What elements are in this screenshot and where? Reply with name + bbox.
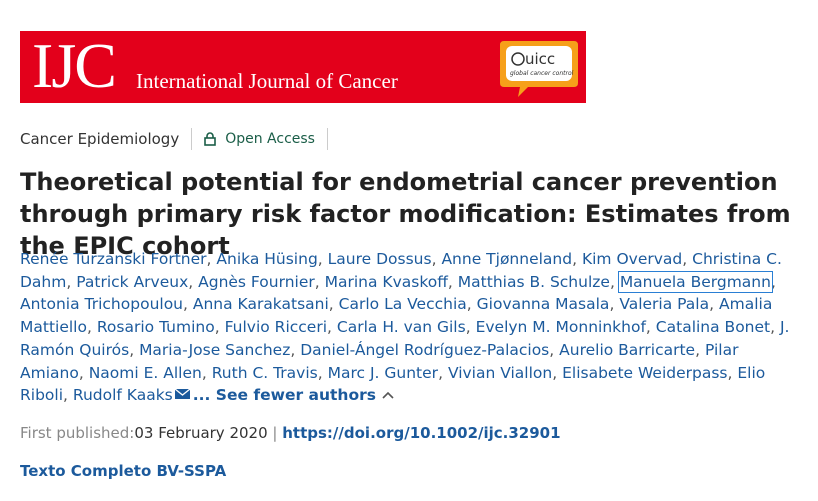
divider bbox=[326, 128, 328, 150]
divider: | bbox=[272, 424, 278, 442]
author-link[interactable]: J. Ramón Quirós bbox=[20, 318, 790, 359]
partner-tagline: global cancer control bbox=[510, 70, 574, 77]
author-link[interactable]: Renée Turzanski Fortner bbox=[20, 250, 207, 268]
author-link[interactable]: Amalia Mattiello bbox=[20, 295, 773, 337]
separator: , bbox=[188, 272, 194, 291]
author-link[interactable]: Marina Kvaskoff bbox=[324, 272, 448, 291]
author-link[interactable]: Anna Karakatsani bbox=[192, 295, 329, 314]
author-link[interactable]: Giovanna Masala bbox=[476, 295, 610, 314]
journal-abbr: IJC bbox=[32, 30, 117, 101]
separator: , bbox=[609, 272, 615, 291]
author-link[interactable]: Laure Dossus bbox=[327, 250, 432, 268]
separator: , bbox=[770, 272, 776, 291]
doi-link[interactable]: https://doi.org/10.1002/ijc.32901 bbox=[282, 424, 561, 442]
separator: , bbox=[466, 295, 472, 314]
open-access: Open Access bbox=[204, 131, 315, 147]
author-link[interactable]: Christina C. Dahm bbox=[20, 250, 782, 291]
divider bbox=[191, 128, 193, 150]
separator: , bbox=[447, 272, 453, 291]
separator: , bbox=[645, 318, 651, 337]
fulltext-link[interactable]: Texto Completo BV-SSPA bbox=[20, 462, 227, 480]
separator: , bbox=[290, 340, 296, 359]
separator: , bbox=[770, 318, 776, 337]
partner-name: uicc bbox=[525, 50, 555, 68]
author-link[interactable]: Evelyn M. Monninkhof bbox=[475, 318, 646, 337]
separator: , bbox=[214, 318, 220, 337]
separator: , bbox=[317, 363, 323, 382]
uicc-logo: uicc global cancer control bbox=[500, 41, 578, 97]
separator: , bbox=[609, 295, 615, 314]
author-link[interactable]: Agnès Fournier bbox=[198, 272, 315, 291]
author-link[interactable]: Matthias B. Schulze bbox=[457, 272, 610, 291]
author-link[interactable]: Carlo La Vecchia bbox=[338, 295, 467, 314]
separator: , bbox=[709, 295, 715, 314]
toggle-authors[interactable]: ... See fewer authors bbox=[192, 386, 376, 405]
author-link[interactable]: Valeria Pala bbox=[619, 295, 710, 314]
author-link[interactable]: Elio Riboli bbox=[20, 363, 766, 405]
article-meta: Cancer Epidemiology Open Access bbox=[20, 128, 340, 150]
email-icon[interactable] bbox=[174, 388, 191, 400]
separator: , bbox=[129, 340, 135, 359]
separator: , bbox=[327, 318, 332, 337]
author-link[interactable]: Kim Overvad bbox=[581, 250, 683, 268]
separator: , bbox=[201, 363, 207, 382]
open-access-label: Open Access bbox=[225, 131, 315, 147]
article-title: Theoretical potential for endometrial ca… bbox=[20, 168, 791, 260]
author-link[interactable]: Maria-Jose Sanchez bbox=[139, 340, 291, 359]
separator: , bbox=[695, 340, 701, 359]
author-link[interactable]: Manuela Bergmann bbox=[617, 270, 773, 293]
separator: , bbox=[63, 386, 68, 405]
author-link[interactable]: Antonia Trichopoulou bbox=[20, 295, 183, 314]
separator: , bbox=[328, 295, 334, 314]
separator: , bbox=[727, 363, 733, 382]
author-link[interactable]: Carla H. van Gils bbox=[336, 318, 466, 337]
author-link[interactable]: Aurelio Barricarte bbox=[559, 340, 696, 359]
publication-info: First published:03 February 2020 | https… bbox=[20, 424, 561, 442]
author-link[interactable]: Naomi E. Allen bbox=[88, 363, 202, 382]
author-link[interactable]: Catalina Bonet bbox=[655, 318, 771, 337]
separator: , bbox=[552, 363, 558, 382]
author-link[interactable]: Elisabete Weiderpass bbox=[562, 363, 728, 382]
journal-banner[interactable]: IJC International Journal of Cancer uicc… bbox=[20, 30, 586, 103]
author-link[interactable]: Anne Tjønneland bbox=[441, 250, 573, 268]
separator: , bbox=[66, 272, 72, 291]
separator: , bbox=[549, 340, 555, 359]
author-link[interactable]: Pilar Amiano bbox=[20, 340, 739, 382]
author-link[interactable]: Anika Hüsing bbox=[216, 250, 318, 268]
lock-icon bbox=[204, 132, 217, 146]
separator: , bbox=[682, 250, 688, 268]
separator: , bbox=[183, 295, 188, 314]
author-list: Renée Turzanski Fortner, Anika Hüsing, L… bbox=[20, 248, 800, 407]
separator: , bbox=[86, 318, 92, 337]
separator: , bbox=[206, 250, 212, 268]
separator: , bbox=[78, 363, 84, 382]
separator: , bbox=[314, 272, 320, 291]
author-link[interactable]: Fulvio Ricceri bbox=[224, 318, 328, 337]
author-link[interactable]: Daniel-Ángel Rodríguez-Palacios bbox=[300, 340, 550, 359]
separator: , bbox=[431, 250, 437, 268]
separator: , bbox=[465, 318, 471, 337]
author-link[interactable]: Marc J. Gunter bbox=[327, 363, 439, 382]
published-label: First published: bbox=[20, 424, 135, 442]
author-link[interactable]: Rudolf Kaaks bbox=[72, 386, 173, 405]
author-link[interactable]: Patrick Arveux bbox=[76, 272, 189, 291]
journal-name: International Journal of Cancer bbox=[136, 69, 398, 93]
author-link[interactable]: Rosario Tumino bbox=[96, 318, 215, 337]
separator: , bbox=[438, 363, 443, 382]
separator: , bbox=[572, 250, 578, 268]
author-link[interactable]: Ruth C. Travis bbox=[211, 363, 318, 382]
section[interactable]: Cancer Epidemiology bbox=[20, 130, 180, 148]
separator: , bbox=[317, 250, 323, 268]
author-link[interactable]: Vivian Viallon bbox=[447, 363, 553, 382]
chevron-icon[interactable] bbox=[376, 390, 396, 400]
published-date: 03 February 2020 bbox=[134, 424, 268, 442]
